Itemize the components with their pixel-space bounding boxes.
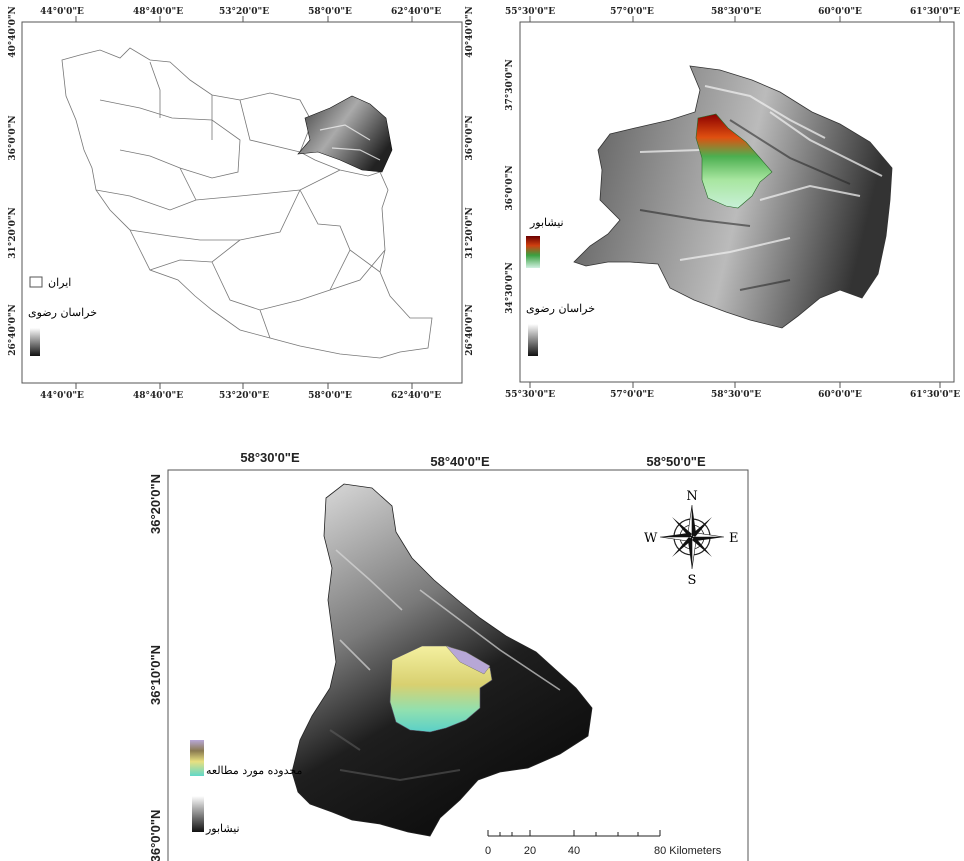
top-lon-label: 53°20'0"E: [219, 7, 269, 17]
scale-bar: [487, 830, 661, 837]
left-lat-label: 36°10'0"N: [148, 645, 163, 705]
neyshabur-region: [695, 113, 773, 209]
right-lat-label: 40°40'0"N: [465, 6, 475, 57]
neyshabur-legend-ramp: [526, 236, 540, 268]
left-lat-label: 37°30'0"N: [505, 59, 515, 110]
compass-n: N: [686, 489, 697, 504]
map-frame: [21, 21, 463, 384]
neyshabur-legend-label: نیشابور: [529, 216, 564, 229]
bottom-lon-label: 58°0'0"E: [308, 391, 352, 400]
bottom-lon-label: 61°30'0"E: [910, 390, 960, 400]
left-lat-label: 34°30'0"N: [505, 262, 515, 313]
left-lat-label: 36°0'0"N: [505, 165, 515, 210]
bottom-lon-label: 62°40'0"E: [391, 391, 441, 400]
iran-legend-swatch: [29, 276, 43, 288]
scale-label-20: 20: [524, 845, 536, 857]
compass-w: W: [644, 531, 658, 546]
scale-label-80: 80 Kilometers: [654, 845, 722, 857]
neyshabur-map-panel: 58°30'0"E 58°40'0"E 58°50'0"E 36°20'0"N …: [148, 450, 749, 861]
left-lat-label: 40°40'0"N: [8, 6, 18, 57]
khorasan-legend-ramp: [528, 324, 538, 356]
khorasan-legend-ramp: [30, 328, 40, 356]
top-lon-label: 58°40'0"E: [430, 454, 490, 469]
top-lon-label: 60°0'0"E: [818, 7, 862, 17]
bottom-lon-label: 48°40'0"E: [133, 391, 183, 400]
bottom-lon-label: 57°0'0"E: [610, 390, 654, 400]
iran-map-panel: 44°0'0"E 48°40'0"E 53°20'0"E 58°0'0"E 62…: [8, 6, 475, 400]
bottom-lon-label: 55°30'0"E: [505, 390, 555, 400]
neyshabur-legend-label: نیشابور: [205, 822, 240, 835]
top-lon-label: 58°30'0"E: [711, 7, 761, 17]
khorasan-legend-label: خراسان رضوی: [28, 306, 97, 319]
left-lat-label: 31°20'0"N: [8, 207, 18, 258]
bottom-lon-label: 60°0'0"E: [818, 390, 862, 400]
left-lat-label: 26°40'0"N: [8, 304, 18, 355]
khorasan-legend-label: خراسان رضوی: [526, 302, 595, 315]
top-lon-label: 58°30'0"E: [240, 450, 300, 465]
left-lat-label: 36°20'0"N: [148, 474, 163, 534]
right-lat-label: 36°0'0"N: [465, 115, 475, 160]
compass-e: E: [729, 531, 739, 546]
right-lat-label: 31°20'0"N: [465, 207, 475, 258]
study-area-highland: [445, 645, 491, 675]
top-lon-label: 58°0'0"E: [308, 7, 352, 17]
scale-label-0: 0: [485, 845, 491, 857]
top-lon-label: 57°0'0"E: [610, 7, 654, 17]
top-lon-label: 61°30'0"E: [910, 7, 960, 17]
study-area-legend-label: محدوده مورد مطالعه: [206, 764, 302, 777]
bottom-lon-label: 53°20'0"E: [219, 391, 269, 400]
left-lat-label: 36°0'0"N: [8, 115, 18, 160]
top-lon-label: 48°40'0"E: [133, 7, 183, 17]
iran-legend-label: ایران: [48, 276, 71, 289]
bottom-lon-label: 58°30'0"E: [711, 390, 761, 400]
scale-label-40: 40: [568, 845, 580, 857]
bottom-lon-label: 44°0'0"E: [40, 391, 84, 400]
neyshabur-legend-ramp: [192, 796, 204, 832]
khorasan-razavi-dem: [297, 95, 393, 173]
top-lon-label: 62°40'0"E: [391, 7, 441, 17]
top-lon-label: 44°0'0"E: [40, 7, 84, 17]
khorasan-map-panel: 55°30'0"E 57°0'0"E 58°30'0"E 60°0'0"E 61…: [505, 7, 960, 400]
top-lon-label: 55°30'0"E: [505, 7, 555, 17]
compass-s: S: [688, 573, 697, 588]
study-area-legend-ramp: [190, 740, 204, 776]
north-arrow-compass-icon: N S E W: [644, 489, 739, 588]
right-lat-label: 26°40'0"N: [465, 304, 475, 355]
left-lat-label: 36°0'0"N: [148, 810, 163, 861]
top-lon-label: 58°50'0"E: [646, 454, 706, 469]
iran-outline: [61, 47, 433, 359]
